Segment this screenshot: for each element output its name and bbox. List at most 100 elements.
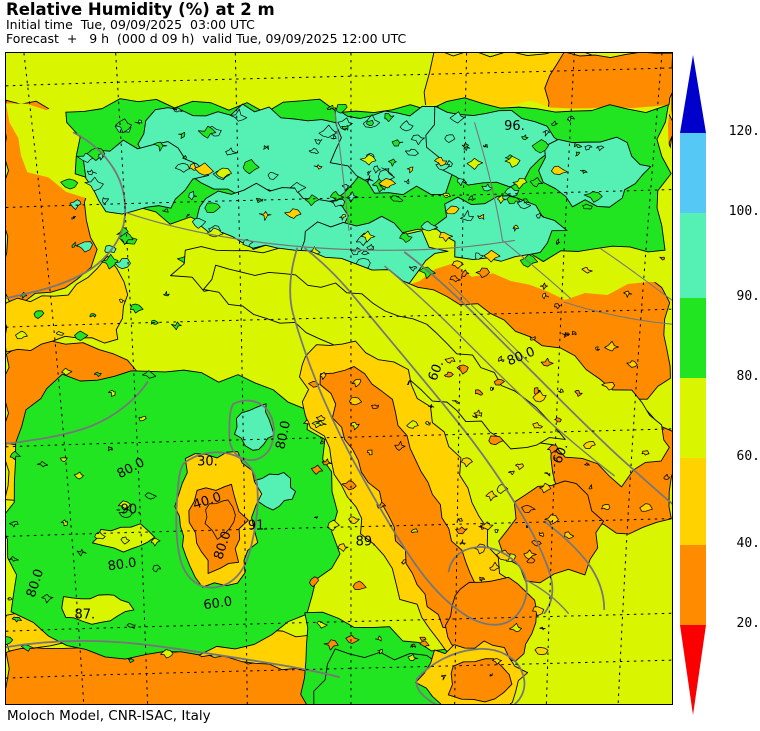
- field-speckle-alps-110: [114, 258, 131, 270]
- field-speckle-balkans-41: [561, 332, 570, 338]
- border-balkan-3: [501, 239, 571, 299]
- field-speckle-alps-5: [366, 170, 372, 176]
- field-speckle-valley-9: [359, 154, 377, 166]
- field-speckle-alps-14: [516, 199, 532, 210]
- field-speckle-italy-18: [321, 458, 333, 466]
- field-orange-sardinia-inner: [204, 499, 236, 540]
- field-speckle-alps-1: [519, 254, 539, 268]
- gridline-parallel-1: [6, 189, 672, 209]
- field-speckle-west-7: [73, 471, 84, 480]
- contour-label-4: 80.0: [273, 419, 294, 450]
- field-speckle-italy-59: [337, 543, 349, 552]
- field-speckle-valley-7: [360, 230, 376, 243]
- colorbar-tick-120: 120.: [728, 124, 760, 139]
- field-speckle-italy-6: [491, 658, 502, 665]
- field-speckle-west-15: [6, 636, 14, 646]
- field-speckle-alps-80: [366, 243, 375, 251]
- field-speckle-valley-14: [497, 194, 507, 204]
- field-speckle-valley-20: [378, 178, 397, 189]
- field-speckle-alps-43: [444, 134, 456, 143]
- field-speckle-alps-60: [182, 155, 187, 160]
- gridline-meridian-1: [115, 53, 149, 704]
- contour-label-8: -90.: [116, 503, 141, 518]
- field-speckle-italy-65: [455, 526, 468, 535]
- field-speckle-alps-39: [100, 253, 119, 270]
- field-speckle-alps-29: [410, 134, 425, 146]
- field-speckle-alps-72: [197, 125, 217, 139]
- field-speckle-italy-53: [406, 420, 419, 429]
- field-speckle-alps-112: [542, 130, 551, 137]
- field-speckle-italy-62: [394, 440, 406, 451]
- field-speckle-balkans-18: [639, 503, 653, 512]
- field-speckle-alps-114: [153, 141, 168, 152]
- field-speckle-west-5: [138, 415, 147, 422]
- coast-iberia-south: [6, 381, 149, 445]
- field-speckle-italy-37: [459, 539, 466, 545]
- field-speckle-italy-50: [532, 422, 543, 429]
- field-speckle-valley-27: [551, 165, 568, 175]
- coast-north-africa: [6, 640, 340, 678]
- field-speckle-west-31: [11, 616, 22, 623]
- field-speckle-alps-75: [366, 119, 374, 126]
- coast-iberia-east: [6, 131, 127, 300]
- field-speckle-west-18: [160, 649, 174, 659]
- contour-label-9: 91.: [248, 519, 269, 534]
- field-speckle-italy-5: [521, 505, 536, 514]
- field-speckle-alps-97: [523, 198, 530, 204]
- field-speckle-valley-18: [466, 157, 484, 170]
- field-speckle-italy-24: [410, 643, 417, 648]
- field-speckle-alps-28: [449, 111, 465, 124]
- field-speckle-italy-39: [539, 626, 546, 631]
- field-speckle-alps-101: [456, 178, 467, 187]
- field-speckle-west-33: [74, 330, 89, 341]
- field-speckle-alps-30: [506, 196, 521, 205]
- gridline-meridian-2: [234, 53, 248, 704]
- field-speckle-alps-70: [529, 177, 544, 188]
- field-speckle-alps-52: [267, 172, 279, 180]
- field-speckle-alps-59: [161, 208, 169, 213]
- field-aqua-alps-3: [82, 139, 210, 215]
- field-speckle-italy-26: [400, 559, 407, 565]
- page-title: Relative Humidity (%) at 2 m: [6, 0, 275, 19]
- field-speckle-italy-69: [345, 634, 360, 644]
- colorbar-tick-100: 100.: [728, 204, 760, 219]
- field-speckle-valley-24: [284, 208, 302, 219]
- humidity-field-layer: [6, 53, 672, 704]
- colorbar[interactable]: [680, 55, 706, 715]
- field-speckle-alps-40: [373, 165, 381, 174]
- field-speckle-alps-46: [399, 120, 414, 132]
- field-speckle-alps-23: [521, 134, 529, 140]
- field-speckle-italy-49: [410, 528, 419, 534]
- field-speckle-alps-18: [76, 241, 93, 253]
- field-speckle-west-35: [150, 319, 159, 325]
- field-speckle-italy-12: [375, 635, 382, 642]
- field-speckle-italy-58: [428, 404, 435, 408]
- field-speckle-west-21: [127, 657, 135, 664]
- field-speckle-alps-65: [337, 117, 353, 131]
- field-speckle-alps-73: [336, 103, 348, 114]
- field-speckle-west-6: [93, 372, 102, 377]
- field-speckle-balkans-13: [574, 390, 583, 397]
- colorbar-tick-90: 90.: [736, 289, 760, 304]
- field-speckle-west-36: [89, 313, 97, 318]
- field-speckle-italy-25: [327, 519, 340, 531]
- colorbar-band-90-100: [680, 213, 706, 298]
- gridline-meridian-0: [23, 53, 85, 704]
- field-speckle-balkans-37: [554, 303, 561, 310]
- initial-time-label: Initial time Tue, 09/09/2025 03:00 UTC: [6, 17, 255, 32]
- forecast-valid-label: Forecast + 9 h (000 d 09 h) valid Tue, 0…: [6, 31, 407, 46]
- field-speckle-italy-66: [366, 449, 373, 456]
- field-speckle-alps-49: [482, 143, 488, 148]
- field-speckle-alps-100: [185, 213, 190, 218]
- humidity-map[interactable]: 96. 80.0 60. 60. 80.0 80.0 30. 40.0 -90. 91. 80.0 8…: [5, 52, 673, 705]
- field-speckle-alps-2: [399, 232, 413, 243]
- field-speckle-italy-14: [534, 647, 549, 656]
- field-speckle-alps-106: [188, 191, 198, 201]
- field-speckle-balkans-24: [547, 444, 559, 454]
- coastline-layer: [6, 112, 672, 704]
- field-speckle-italy-54: [515, 463, 525, 470]
- chart-header: Relative Humidity (%) at 2 m Initial tim…: [6, 0, 706, 46]
- field-speckle-balkans-17: [595, 346, 600, 351]
- field-speckle-west-20: [163, 290, 170, 297]
- field-speckle-alps-55: [551, 120, 558, 127]
